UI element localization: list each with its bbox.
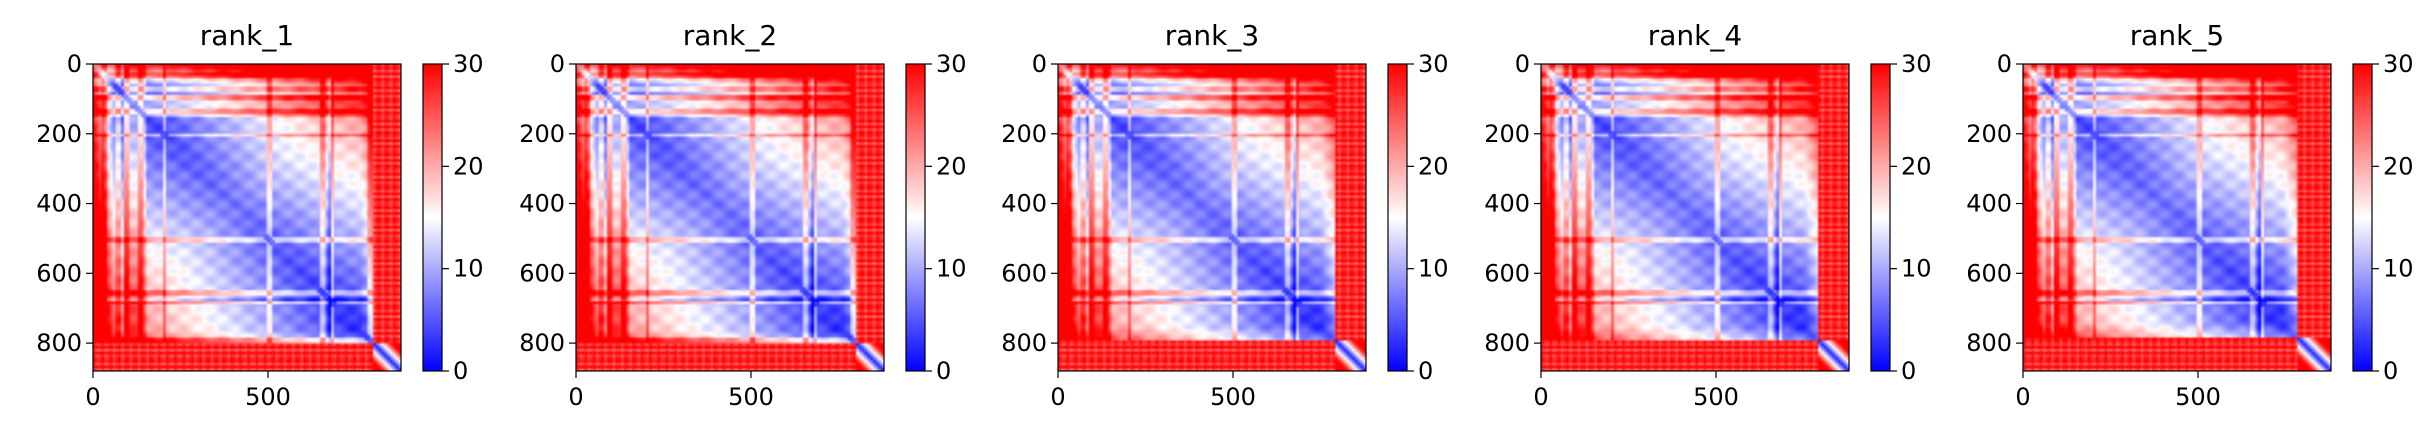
x-tick-label: 500 <box>728 383 774 411</box>
colorbar <box>905 63 926 372</box>
y-tick-label: 400 <box>1484 190 1530 218</box>
heatmap-image <box>2023 64 2331 371</box>
colorbar-tick-label: 20 <box>2383 152 2414 180</box>
y-tick-label: 200 <box>36 120 82 148</box>
colorbar-tick-label: 30 <box>1901 50 1932 78</box>
y-tick-label: 0 <box>67 50 82 78</box>
colorbar <box>1870 63 1891 372</box>
axes-frame <box>2022 63 2332 372</box>
y-tick-label: 800 <box>519 329 565 357</box>
x-tick-label: 0 <box>1533 383 1548 411</box>
y-tick-label: 0 <box>550 50 565 78</box>
y-tick-label: 400 <box>1966 190 2012 218</box>
axes-frame <box>575 63 885 372</box>
panel-title: rank_5 <box>2130 19 2224 52</box>
colorbar-tick-label: 10 <box>936 255 967 283</box>
colorbar <box>1387 63 1408 372</box>
x-tick-label: 500 <box>1693 383 1739 411</box>
panel-title: rank_4 <box>1648 19 1742 52</box>
y-tick-label: 600 <box>1484 259 1530 287</box>
y-tick-label: 0 <box>1997 50 2012 78</box>
axes-frame <box>1057 63 1367 372</box>
colorbar-tick-label: 30 <box>2383 50 2414 78</box>
x-tick-label: 500 <box>1210 383 1256 411</box>
colorbar-tick-label: 20 <box>1901 152 1932 180</box>
y-tick-label: 600 <box>1001 259 1047 287</box>
colorbar-tick-label: 0 <box>453 357 468 385</box>
y-tick-label: 800 <box>1001 329 1047 357</box>
y-tick-label: 400 <box>519 190 565 218</box>
heatmap-image <box>93 64 401 371</box>
colorbar-tick-label: 20 <box>936 152 967 180</box>
colorbar-tick-label: 10 <box>1418 255 1449 283</box>
y-tick-label: 800 <box>1966 329 2012 357</box>
y-tick-label: 600 <box>519 259 565 287</box>
heatmap-image <box>1058 64 1366 371</box>
x-tick-label: 500 <box>245 383 291 411</box>
x-tick-label: 500 <box>2175 383 2221 411</box>
y-tick-label: 600 <box>36 259 82 287</box>
y-tick-label: 200 <box>1484 120 1530 148</box>
y-tick-label: 200 <box>1001 120 1047 148</box>
colorbar-tick-label: 0 <box>1418 357 1433 385</box>
colorbar-tick-label: 20 <box>1418 152 1449 180</box>
y-tick-label: 800 <box>1484 329 1530 357</box>
colorbar-tick-label: 0 <box>1901 357 1916 385</box>
axes-frame <box>1540 63 1850 372</box>
colorbar-tick-label: 30 <box>453 50 484 78</box>
heatmap-image <box>1541 64 1849 371</box>
panel-title: rank_3 <box>1165 19 1259 52</box>
colorbar-tick-label: 20 <box>453 152 484 180</box>
colorbar <box>422 63 443 372</box>
colorbar-tick-label: 0 <box>936 357 951 385</box>
y-tick-label: 200 <box>519 120 565 148</box>
y-tick-label: 200 <box>1966 120 2012 148</box>
x-tick-label: 0 <box>1050 383 1065 411</box>
colorbar-tick-label: 30 <box>936 50 967 78</box>
y-tick-label: 400 <box>36 190 82 218</box>
colorbar <box>2352 63 2373 372</box>
colorbar-tick-label: 10 <box>1901 255 1932 283</box>
y-tick-label: 400 <box>1001 190 1047 218</box>
x-tick-label: 0 <box>2015 383 2030 411</box>
colorbar-tick-label: 0 <box>2383 357 2398 385</box>
colorbar-tick-label: 30 <box>1418 50 1449 78</box>
x-tick-label: 0 <box>85 383 100 411</box>
colorbar-tick-label: 10 <box>453 255 484 283</box>
axes-frame <box>92 63 402 372</box>
x-tick-label: 0 <box>568 383 583 411</box>
y-tick-label: 0 <box>1515 50 1530 78</box>
y-tick-label: 0 <box>1032 50 1047 78</box>
heatmap-image <box>576 64 884 371</box>
y-tick-label: 600 <box>1966 259 2012 287</box>
panel-title: rank_1 <box>200 19 294 52</box>
y-tick-label: 800 <box>36 329 82 357</box>
colorbar-tick-label: 10 <box>2383 255 2414 283</box>
panel-title: rank_2 <box>683 19 777 52</box>
